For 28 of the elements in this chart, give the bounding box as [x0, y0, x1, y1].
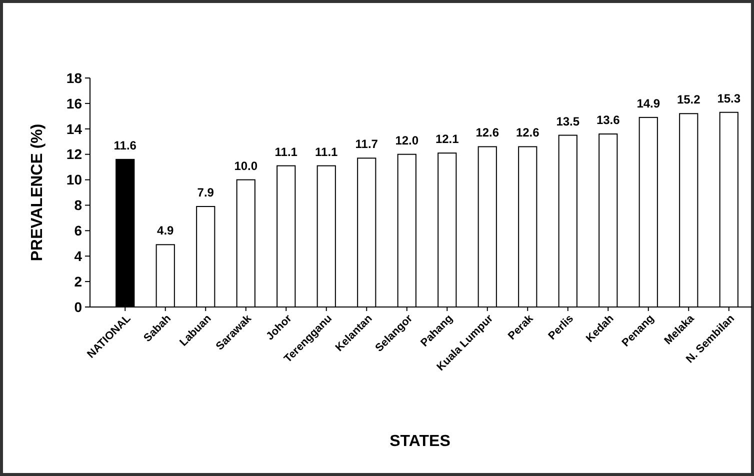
- data-label: 11.1: [315, 144, 338, 159]
- data-label: 14.9: [636, 96, 660, 110]
- y-axis-title: PREVALENCE (%): [29, 124, 46, 262]
- y-tick-label: 4: [74, 248, 82, 264]
- data-label: 12.1: [435, 132, 460, 146]
- y-tick-label: 8: [74, 197, 82, 214]
- data-label: 12.6: [476, 126, 500, 140]
- y-tick-label: 0: [74, 298, 82, 315]
- x-axis-title: STATES: [390, 433, 451, 450]
- y-tick-label: 14: [66, 120, 82, 137]
- data-label: 11.6: [114, 138, 137, 152]
- data-label: 11.1: [274, 144, 298, 159]
- data-label: 15.3: [717, 91, 741, 106]
- y-tick-label: 16: [66, 95, 82, 112]
- data-label: 12.0: [395, 133, 419, 148]
- y-tick-label: 10: [66, 172, 82, 188]
- data-label: 12.6: [516, 126, 540, 140]
- y-tick-label: 18: [66, 70, 82, 86]
- y-tick-label: 12: [66, 146, 82, 162]
- y-tick-label: 6: [74, 222, 82, 239]
- data-label: 13.6: [596, 112, 620, 127]
- data-label: 10.0: [234, 158, 258, 173]
- data-label: 7.9: [197, 185, 214, 200]
- data-label: 11.7: [355, 137, 378, 152]
- data-label: 15.2: [676, 92, 701, 107]
- y-tick-label: 2: [74, 273, 82, 290]
- data-label: 13.5: [556, 114, 580, 128]
- data-label: 4.9: [157, 224, 174, 238]
